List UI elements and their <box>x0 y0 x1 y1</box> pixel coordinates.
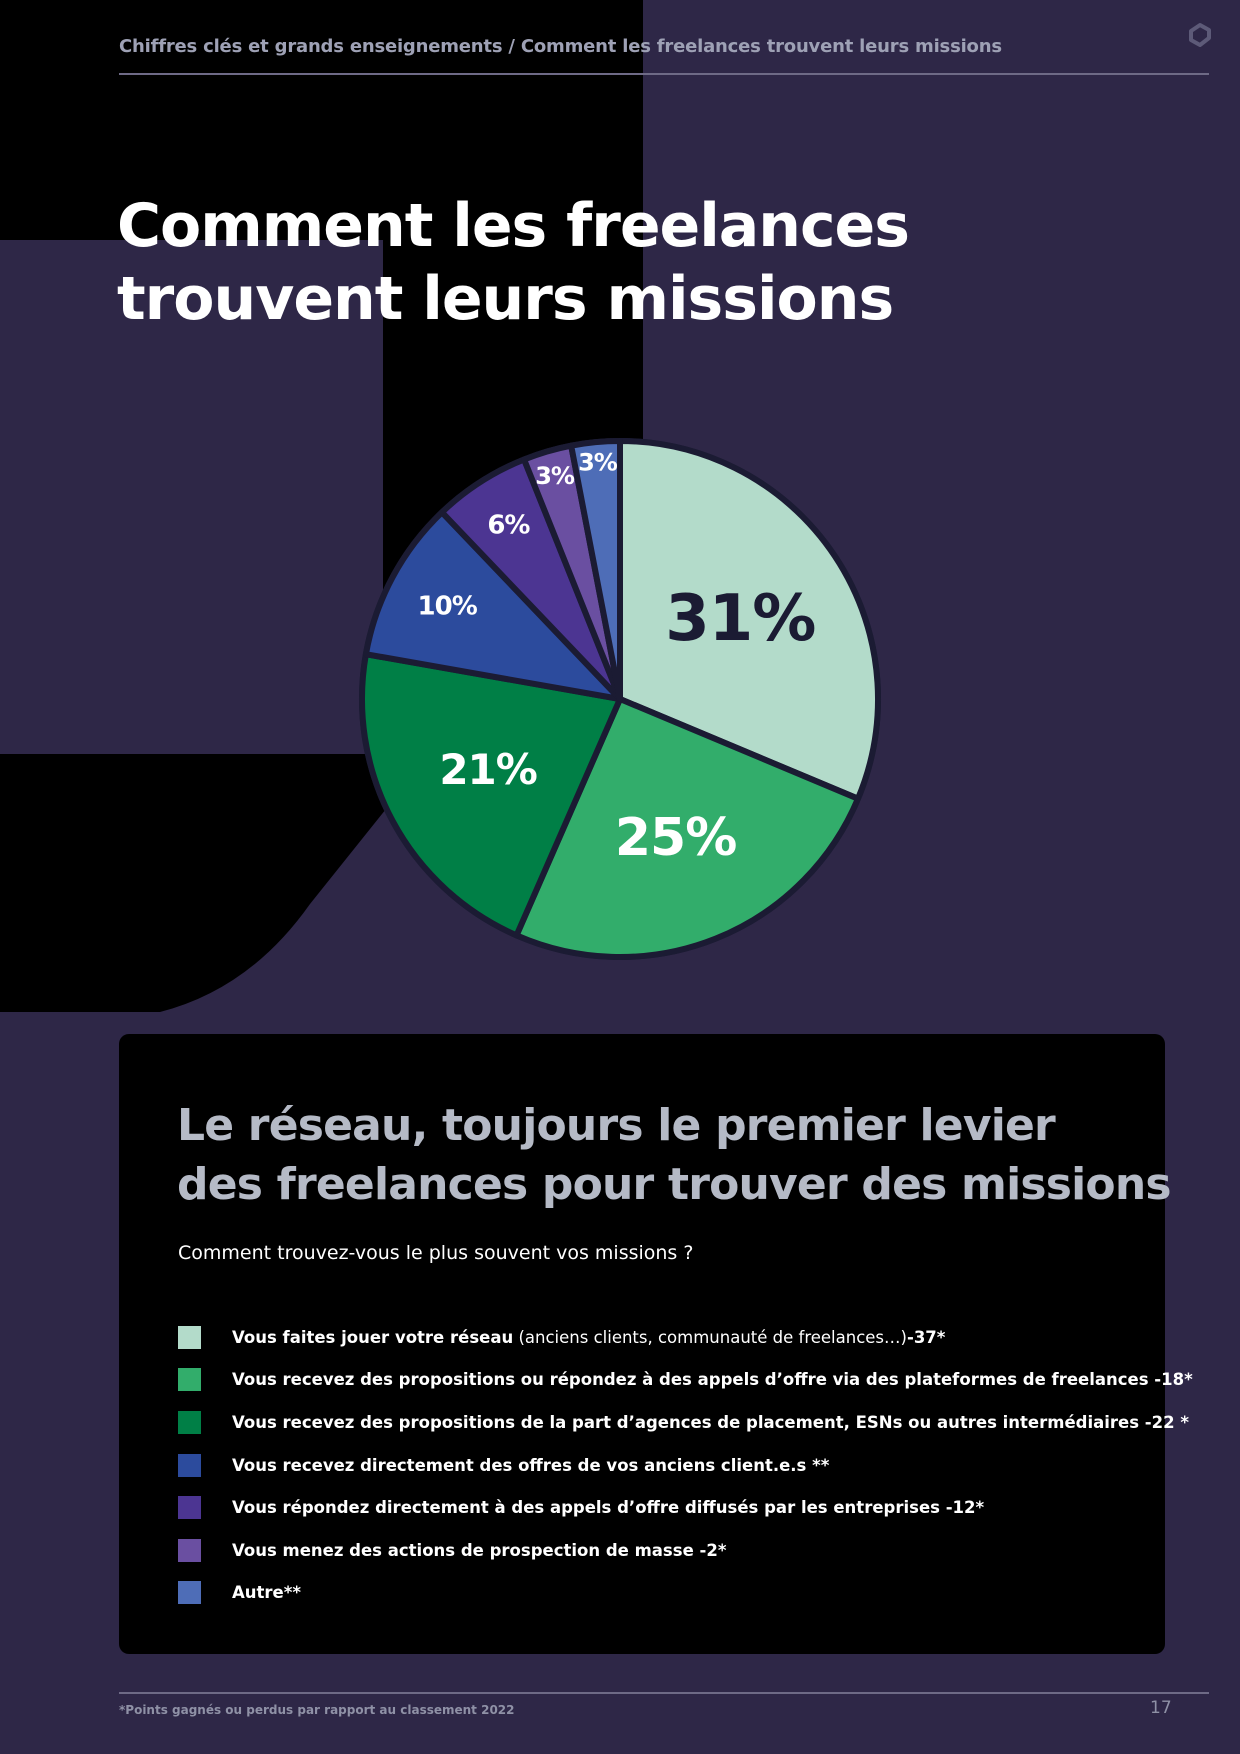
legend-label-bold: Vous recevez des propositions ou réponde… <box>232 1370 1193 1390</box>
legend-label: Vous recevez des propositions de la part… <box>232 1413 1189 1432</box>
background-shape-top <box>0 0 383 240</box>
pie-slice-label: 21% <box>439 745 537 794</box>
brand-logo-icon <box>1189 23 1211 47</box>
footer-divider <box>119 1692 1209 1694</box>
pie-slice-label: 6% <box>487 510 530 540</box>
background-shape-column-top <box>383 0 643 240</box>
pie-slice <box>513 696 861 960</box>
pie-slice-label: 3% <box>578 449 618 477</box>
footnote: *Points gagnés ou perdus par rapport au … <box>119 1703 515 1717</box>
legend-label: Vous répondez directement à des appels d… <box>232 1498 984 1517</box>
legend-swatch <box>178 1581 201 1605</box>
legend-label: Vous recevez des propositions ou réponde… <box>232 1370 1193 1389</box>
legend-label-detail: (anciens clients, communauté de freelanc… <box>513 1327 907 1347</box>
legend-item: Vous recevez des propositions ou réponde… <box>178 1359 1193 1402</box>
pie-chart: 31%25%21%10%6%3% 3% <box>359 438 881 960</box>
pie-slice-label: 25% <box>615 808 736 868</box>
legend-item: Vous recevez des propositions de la part… <box>178 1401 1193 1444</box>
legend-label: Vous menez des actions de prospection de… <box>232 1541 726 1560</box>
pie-slice-label: 31% <box>665 582 815 656</box>
legend-label: Vous recevez directement des offres de v… <box>232 1456 829 1475</box>
pie-slice <box>362 509 623 702</box>
legend-label-bold: Vous menez des actions de prospection de… <box>232 1540 727 1560</box>
legend-swatch <box>178 1453 201 1477</box>
pie-slice <box>568 438 623 702</box>
chart-legend: Vous faites jouer votre réseau (anciens … <box>178 1316 1193 1614</box>
legend-label: Vous faites jouer votre réseau (anciens … <box>232 1328 945 1347</box>
page-title-line-1: Comment les freelances <box>117 191 910 261</box>
legend-item: Vous recevez directement des offres de v… <box>178 1444 1193 1487</box>
breadcrumb: Chiffres clés et grands enseignements / … <box>119 36 1002 57</box>
header-divider <box>119 73 1209 75</box>
page-title: Comment les freelances trouvent leurs mi… <box>117 190 917 336</box>
legend-label: Autre** <box>232 1583 301 1602</box>
page-title-line-2: trouvent leurs missions <box>117 264 894 334</box>
legend-label-bold: Vous recevez des propositions de la part… <box>232 1412 1189 1432</box>
background-shape-bottom <box>0 754 430 1012</box>
legend-swatch <box>178 1368 201 1392</box>
pie-slice-label: 10% <box>418 591 478 621</box>
legend-item: Vous menez des actions de prospection de… <box>178 1529 1193 1572</box>
legend-label-bold: Autre** <box>232 1583 301 1603</box>
legend-label-bold: Vous recevez directement des offres de v… <box>232 1455 830 1475</box>
legend-swatch <box>178 1410 201 1434</box>
info-panel: Le réseau, toujours le premier levier de… <box>119 1034 1193 1654</box>
page-number: 17 <box>1150 1698 1172 1718</box>
legend-item: Autre** <box>178 1572 1193 1615</box>
legend-item: Vous faites jouer votre réseau (anciens … <box>178 1316 1193 1359</box>
survey-question: Comment trouvez-vous le plus souvent vos… <box>178 1242 694 1264</box>
pie-slice <box>359 651 623 939</box>
legend-label-bold: Vous faites jouer votre réseau <box>232 1327 514 1347</box>
legend-swatch <box>178 1538 201 1562</box>
legend-item: Vous répondez directement à des appels d… <box>178 1486 1193 1529</box>
pie-slice-label: 3% <box>535 462 575 490</box>
legend-label-score: -37* <box>906 1327 946 1347</box>
legend-swatch <box>178 1496 201 1520</box>
panel-heading: Le réseau, toujours le premier levier de… <box>177 1096 1177 1214</box>
panel-heading-line-1: Le réseau, toujours le premier levier <box>177 1100 1056 1151</box>
legend-label-bold: Vous répondez directement à des appels d… <box>232 1498 985 1518</box>
panel-heading-line-2: des freelances pour trouver des missions <box>177 1159 1172 1210</box>
legend-swatch <box>178 1325 201 1349</box>
pie-slice <box>617 438 881 802</box>
